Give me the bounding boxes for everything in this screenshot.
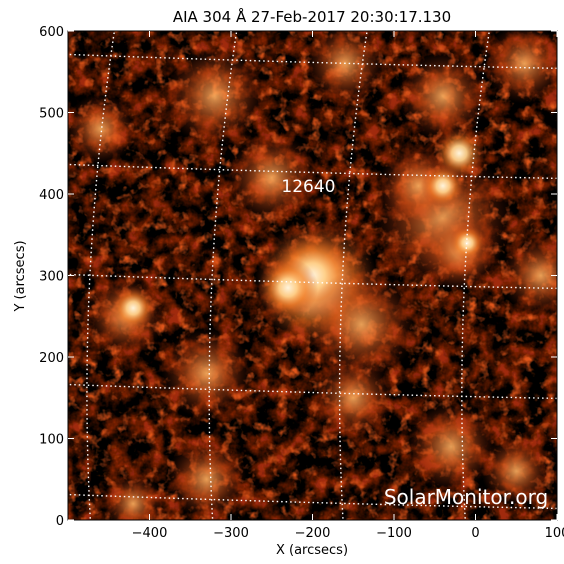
longitude-grid-line (86, 31, 116, 520)
bright-plasma (68, 93, 136, 164)
longitude-grid-line (461, 31, 491, 520)
watermark: SolarMonitor.org (384, 485, 548, 509)
y-tick-label: 200 (39, 351, 64, 366)
bright-plasma (481, 436, 552, 507)
x-axis-label: X (arcsecs) (276, 543, 348, 558)
x-axis-ticks: −400 −300 −200 −100 0 100 (132, 31, 564, 541)
plot-title: AIA 304 Å 27-Feb-2017 20:30:17.130 (173, 7, 451, 26)
bright-plasma (397, 51, 488, 142)
bright-plasma (420, 163, 465, 208)
bright-plasma (306, 269, 417, 380)
bright-plasma (164, 46, 265, 147)
y-tick-label: 400 (39, 188, 64, 203)
solar-image (68, 31, 557, 520)
bright-plasma (406, 401, 497, 492)
bright-plasma (484, 31, 557, 104)
x-tick-label: −400 (132, 526, 168, 541)
x-tick-label: −100 (376, 526, 412, 541)
y-tick-label: 100 (39, 433, 64, 448)
y-tick-label: 0 (56, 514, 64, 529)
y-tick-label: 300 (39, 270, 64, 285)
longitude-grid-line (208, 31, 238, 520)
y-axis-ticks: 0 100 200 300 400 500 600 (39, 25, 557, 529)
bright-plasma (226, 132, 317, 223)
heliographic-grid (68, 31, 557, 520)
x-tick-label: 100 (545, 526, 564, 541)
y-tick-label: 500 (39, 107, 64, 122)
x-tick-label: −300 (213, 526, 249, 541)
bright-plasma (103, 473, 164, 520)
y-axis-label: Y (arcsecs) (13, 240, 28, 312)
bright-plasma (258, 257, 319, 318)
longitude-grid-line (338, 31, 368, 520)
bright-plasma (166, 439, 247, 520)
active-region-label: 12640 (281, 177, 335, 197)
bright-plasma (111, 286, 156, 331)
bright-plasma (305, 31, 386, 104)
bright-plasma (313, 357, 394, 438)
bright-plasma (500, 235, 557, 316)
x-tick-label: −200 (295, 526, 331, 541)
bright-regions (68, 31, 557, 520)
y-tick-label: 600 (39, 25, 64, 40)
x-tick-label: 0 (471, 526, 479, 541)
bright-plasma (161, 328, 252, 419)
